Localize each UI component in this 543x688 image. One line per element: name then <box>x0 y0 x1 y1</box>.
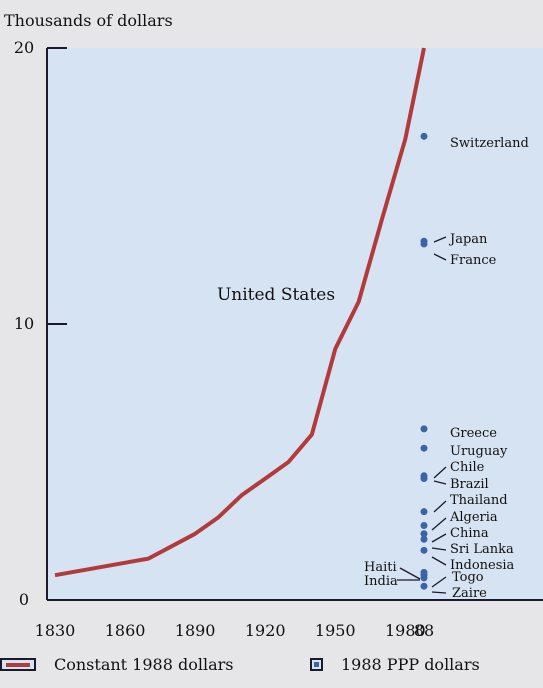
country-label: Switzerland <box>450 136 529 151</box>
country-label: Greece <box>450 426 497 441</box>
legend: Constant 1988 dollars 1988 PPP dollars <box>0 655 543 685</box>
y-axis-label: Thousands of dollars <box>4 11 173 30</box>
y-tick-label: 10 <box>14 314 34 333</box>
country-leader-line <box>431 547 447 551</box>
y-tick-label: 20 <box>14 38 34 57</box>
country-point <box>420 444 428 452</box>
country-point <box>420 240 428 248</box>
country-label: Brazil <box>450 477 489 492</box>
y-tick-label: 0 <box>19 590 29 609</box>
country-point <box>420 535 428 543</box>
country-point <box>420 521 428 529</box>
legend-item-ppp: 1988 PPP dollars <box>310 655 480 674</box>
x-tick-label: 1950 <box>315 621 356 640</box>
country-label: Uruguay <box>450 444 508 459</box>
legend-item-constant: Constant 1988 dollars <box>0 655 234 674</box>
country-label: Zaire <box>452 586 487 601</box>
country-leader-line <box>433 236 447 243</box>
series-layer: United States <box>54 47 426 578</box>
country-points: Switzerland Japan France Greece UruguayChile… <box>364 132 529 601</box>
legend-label-constant: Constant 1988 dollars <box>54 655 234 674</box>
country-point <box>420 425 428 433</box>
y-ticks: 0 10 20 <box>14 38 67 609</box>
country-label: Algeria <box>449 510 498 525</box>
x-tick-label: 1860 <box>105 621 146 640</box>
country-label: Haiti <box>364 560 397 575</box>
country-leader-line <box>433 466 447 479</box>
x-tick-label: 1980 <box>385 621 426 640</box>
country-label: China <box>450 526 489 541</box>
country-leader-line <box>431 533 447 543</box>
legend-square-swatch <box>310 658 323 671</box>
country-leader-line <box>431 591 447 594</box>
country-leader-line <box>431 576 447 588</box>
country-point <box>420 530 428 538</box>
country-point <box>420 574 428 582</box>
x-tick-label: 1830 <box>35 621 76 640</box>
legend-line-swatch <box>0 658 36 671</box>
legend-label-ppp: 1988 PPP dollars <box>341 655 480 674</box>
country-label: Thailand <box>450 493 508 508</box>
country-label: Sri Lanka <box>450 542 514 557</box>
country-label: Chile <box>450 460 485 475</box>
country-leader-line <box>433 500 447 513</box>
country-leader-line <box>433 480 447 485</box>
country-leader-line <box>431 517 447 531</box>
series-line-united-states <box>54 47 426 578</box>
country-label: Indonesia <box>450 558 515 573</box>
country-label: Japan <box>448 232 488 247</box>
country-leader-line <box>431 556 447 566</box>
x-tick-label: 88 <box>414 621 434 640</box>
x-tick-label: 1920 <box>245 621 286 640</box>
plot-area <box>47 48 543 600</box>
country-label: Togo <box>452 570 484 585</box>
country-leader-line <box>433 253 447 261</box>
country-point <box>420 582 428 590</box>
country-point <box>420 475 428 483</box>
country-point <box>420 546 428 554</box>
country-label: France <box>450 253 497 268</box>
x-tick-label: 1890 <box>175 621 216 640</box>
country-point <box>420 508 428 516</box>
country-leader-line <box>399 567 421 580</box>
country-point <box>420 132 428 140</box>
series-label: United States <box>217 285 335 305</box>
country-label: India <box>364 574 398 589</box>
